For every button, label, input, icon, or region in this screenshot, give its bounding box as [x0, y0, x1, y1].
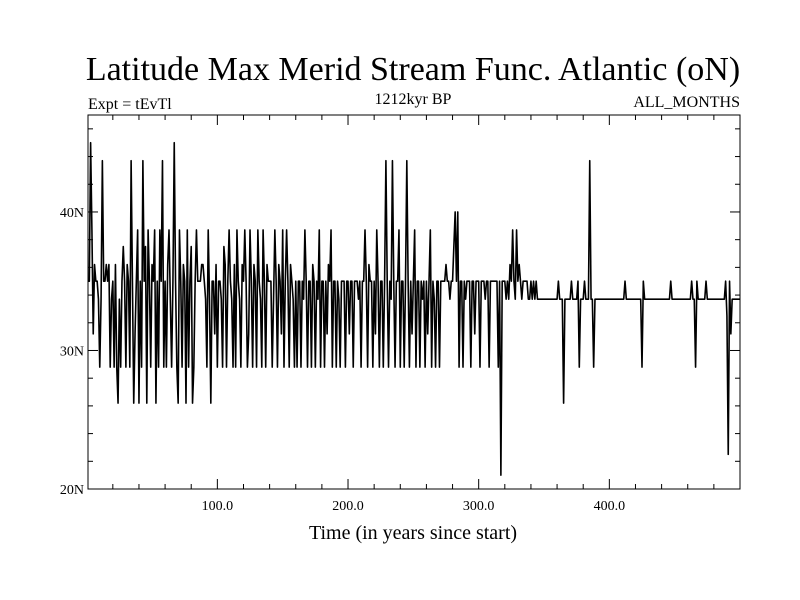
x-tick-label: 400.0 — [594, 499, 626, 514]
months-label: ALL_MONTHS — [633, 94, 740, 111]
x-tick-label: 200.0 — [332, 499, 364, 514]
series-line-0 — [88, 141, 740, 476]
y-tick-label: 30N — [60, 344, 84, 359]
experiment-label: Expt = tEvTl — [88, 96, 172, 113]
axis-ticks — [88, 115, 740, 489]
x-axis-label: Time (in years since start) — [309, 522, 517, 544]
y-tick-label: 20N — [60, 483, 84, 498]
chart-title: Latitude Max Merid Stream Func. Atlantic… — [86, 51, 740, 88]
period-label: 1212kyr BP — [375, 91, 452, 108]
y-tick-label: 40N — [60, 206, 84, 221]
x-tick-label: 100.0 — [202, 499, 234, 514]
axis-tick-labels: 100.0 200.0 300.0 400.0 20N 30N 40N — [60, 206, 625, 514]
plot-frame — [87, 114, 741, 490]
x-tick-label: 300.0 — [463, 499, 495, 514]
series-layer — [88, 141, 740, 476]
